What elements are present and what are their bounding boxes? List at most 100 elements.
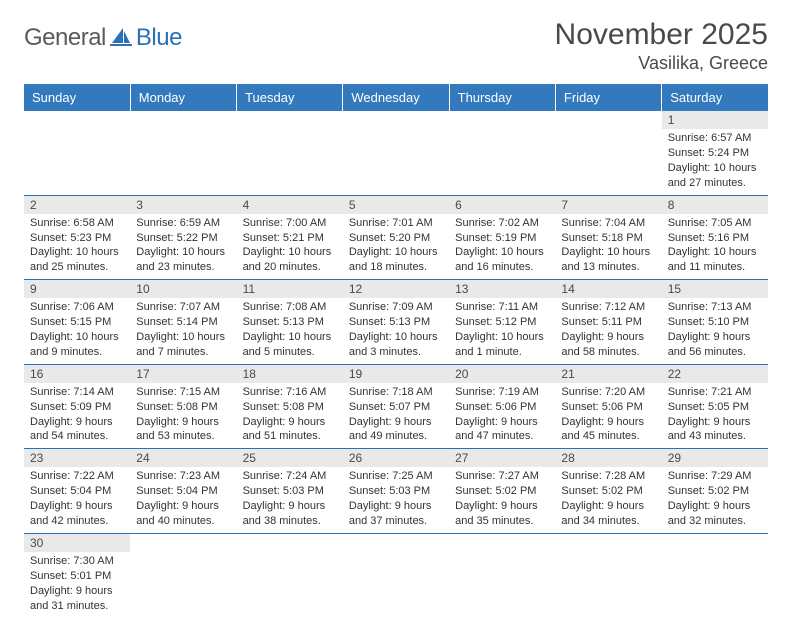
day-content-cell: Sunrise: 7:24 AMSunset: 5:03 PMDaylight:… [237,467,343,533]
sunset-text: Sunset: 5:06 PM [455,400,549,415]
day-number-cell: 11 [237,280,343,299]
day-content-cell: Sunrise: 7:29 AMSunset: 5:02 PMDaylight:… [662,467,768,533]
day-content-cell [130,552,236,617]
daylight-line1: Daylight: 10 hours [455,245,549,260]
sunrise-text: Sunrise: 6:59 AM [136,216,230,231]
day-content-cell: Sunrise: 7:06 AMSunset: 5:15 PMDaylight:… [24,298,130,364]
daylight-line1: Daylight: 10 hours [243,245,337,260]
daylight-line1: Daylight: 10 hours [30,330,124,345]
day-content-cell: Sunrise: 7:11 AMSunset: 5:12 PMDaylight:… [449,298,555,364]
day-number-cell: 30 [24,533,130,552]
sunset-text: Sunset: 5:09 PM [30,400,124,415]
day-content-row: Sunrise: 7:30 AMSunset: 5:01 PMDaylight:… [24,552,768,617]
sunset-text: Sunset: 5:02 PM [561,484,655,499]
sunrise-text: Sunrise: 7:06 AM [30,300,124,315]
sunset-text: Sunset: 5:10 PM [668,315,762,330]
day-content-cell: Sunrise: 6:59 AMSunset: 5:22 PMDaylight:… [130,214,236,280]
weekday-tuesday: Tuesday [237,84,343,111]
day-content-cell: Sunrise: 6:58 AMSunset: 5:23 PMDaylight:… [24,214,130,280]
sunrise-text: Sunrise: 7:14 AM [30,385,124,400]
day-number-cell: 8 [662,195,768,214]
daynum-row: 30 [24,533,768,552]
daylight-line1: Daylight: 10 hours [349,245,443,260]
daylight-line2: and 35 minutes. [455,514,549,529]
sunrise-text: Sunrise: 7:08 AM [243,300,337,315]
location: Vasilika, Greece [555,53,768,74]
sunset-text: Sunset: 5:23 PM [30,231,124,246]
daylight-line2: and 20 minutes. [243,260,337,275]
day-number-cell: 18 [237,364,343,383]
daynum-row: 1 [24,111,768,129]
sunset-text: Sunset: 5:06 PM [561,400,655,415]
day-number-cell: 12 [343,280,449,299]
daylight-line1: Daylight: 10 hours [30,245,124,260]
day-number-cell: 15 [662,280,768,299]
weekday-monday: Monday [130,84,236,111]
sunset-text: Sunset: 5:18 PM [561,231,655,246]
day-content-cell [555,552,661,617]
daylight-line1: Daylight: 9 hours [668,415,762,430]
daylight-line2: and 25 minutes. [30,260,124,275]
sunset-text: Sunset: 5:04 PM [136,484,230,499]
daynum-row: 9101112131415 [24,280,768,299]
day-number-cell: 14 [555,280,661,299]
day-content-cell [237,552,343,617]
sunrise-text: Sunrise: 7:11 AM [455,300,549,315]
daylight-line1: Daylight: 10 hours [668,161,762,176]
daylight-line1: Daylight: 9 hours [30,499,124,514]
sunset-text: Sunset: 5:05 PM [668,400,762,415]
daylight-line2: and 18 minutes. [349,260,443,275]
daylight-line2: and 5 minutes. [243,345,337,360]
day-number-cell: 5 [343,195,449,214]
daylight-line2: and 7 minutes. [136,345,230,360]
day-content-cell [24,129,130,195]
daylight-line1: Daylight: 9 hours [349,499,443,514]
logo-text-blue: Blue [136,24,182,52]
day-number-cell [449,111,555,129]
day-content-cell: Sunrise: 7:19 AMSunset: 5:06 PMDaylight:… [449,383,555,449]
daylight-line1: Daylight: 9 hours [561,499,655,514]
day-content-cell [555,129,661,195]
sunset-text: Sunset: 5:03 PM [243,484,337,499]
sunrise-text: Sunrise: 7:01 AM [349,216,443,231]
weekday-friday: Friday [555,84,661,111]
weekday-wednesday: Wednesday [343,84,449,111]
daynum-row: 23242526272829 [24,449,768,468]
daylight-line1: Daylight: 10 hours [349,330,443,345]
day-content-cell: Sunrise: 7:22 AMSunset: 5:04 PMDaylight:… [24,467,130,533]
daylight-line2: and 53 minutes. [136,429,230,444]
day-number-cell [130,533,236,552]
day-number-cell: 13 [449,280,555,299]
daylight-line1: Daylight: 9 hours [455,415,549,430]
day-number-cell [662,533,768,552]
day-content-cell: Sunrise: 7:20 AMSunset: 5:06 PMDaylight:… [555,383,661,449]
day-content-cell: Sunrise: 7:09 AMSunset: 5:13 PMDaylight:… [343,298,449,364]
day-content-cell: Sunrise: 7:12 AMSunset: 5:11 PMDaylight:… [555,298,661,364]
day-content-cell: Sunrise: 7:00 AMSunset: 5:21 PMDaylight:… [237,214,343,280]
day-content-cell: Sunrise: 7:27 AMSunset: 5:02 PMDaylight:… [449,467,555,533]
logo-text-general: General [24,24,106,52]
day-number-cell: 22 [662,364,768,383]
day-number-cell: 27 [449,449,555,468]
day-number-cell: 7 [555,195,661,214]
daylight-line1: Daylight: 10 hours [668,245,762,260]
daylight-line2: and 23 minutes. [136,260,230,275]
day-content-cell: Sunrise: 7:04 AMSunset: 5:18 PMDaylight:… [555,214,661,280]
calendar-body: 1Sunrise: 6:57 AMSunset: 5:24 PMDaylight… [24,111,768,617]
day-number-cell: 9 [24,280,130,299]
day-content-row: Sunrise: 7:06 AMSunset: 5:15 PMDaylight:… [24,298,768,364]
day-content-cell: Sunrise: 7:25 AMSunset: 5:03 PMDaylight:… [343,467,449,533]
daylight-line1: Daylight: 10 hours [455,330,549,345]
sunrise-text: Sunrise: 7:21 AM [668,385,762,400]
sunset-text: Sunset: 5:02 PM [455,484,549,499]
sunrise-text: Sunrise: 7:13 AM [668,300,762,315]
day-content-cell: Sunrise: 7:08 AMSunset: 5:13 PMDaylight:… [237,298,343,364]
day-content-cell [343,129,449,195]
day-content-cell [130,129,236,195]
day-content-cell: Sunrise: 7:07 AMSunset: 5:14 PMDaylight:… [130,298,236,364]
daylight-line1: Daylight: 9 hours [243,415,337,430]
day-number-cell: 17 [130,364,236,383]
day-number-cell: 4 [237,195,343,214]
day-content-row: Sunrise: 7:22 AMSunset: 5:04 PMDaylight:… [24,467,768,533]
sunrise-text: Sunrise: 7:00 AM [243,216,337,231]
